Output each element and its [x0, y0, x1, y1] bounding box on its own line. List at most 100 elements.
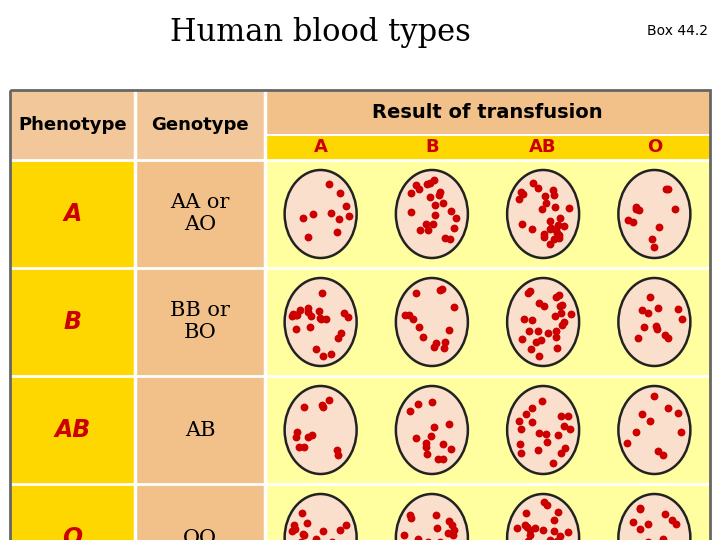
Point — [290, 325, 302, 333]
Point — [325, 209, 337, 218]
Point — [332, 334, 343, 343]
Point — [429, 211, 441, 220]
Point — [524, 286, 536, 295]
Point — [428, 176, 440, 185]
Text: AA or
AO: AA or AO — [171, 193, 230, 234]
Point — [657, 535, 668, 540]
Point — [450, 213, 462, 222]
Point — [410, 180, 422, 189]
Point — [297, 214, 309, 222]
Point — [652, 446, 664, 455]
Point — [517, 335, 528, 343]
Point — [526, 316, 538, 325]
Point — [317, 527, 328, 536]
Point — [554, 231, 565, 240]
Point — [533, 352, 544, 360]
Ellipse shape — [618, 494, 690, 540]
Point — [526, 418, 538, 427]
Bar — [265, 268, 710, 376]
Point — [428, 220, 439, 229]
Point — [523, 289, 534, 298]
Point — [642, 308, 654, 317]
Ellipse shape — [284, 170, 356, 258]
Ellipse shape — [284, 278, 356, 366]
Point — [446, 444, 457, 453]
Point — [343, 212, 355, 220]
Point — [437, 455, 449, 463]
Point — [545, 224, 557, 232]
Point — [298, 530, 310, 539]
Point — [423, 538, 434, 540]
Point — [444, 234, 456, 243]
Point — [550, 332, 562, 341]
Point — [425, 432, 436, 441]
Point — [405, 207, 417, 216]
Point — [432, 455, 444, 463]
Point — [536, 205, 547, 213]
Point — [418, 333, 429, 341]
Point — [315, 314, 326, 322]
Point — [420, 180, 432, 188]
Point — [539, 230, 550, 239]
Point — [647, 234, 658, 243]
Text: AB: AB — [529, 138, 557, 157]
Point — [338, 309, 350, 318]
Point — [449, 526, 460, 535]
Point — [627, 517, 639, 526]
Point — [538, 232, 549, 241]
Point — [439, 338, 451, 346]
Ellipse shape — [396, 170, 468, 258]
Point — [333, 450, 344, 459]
Ellipse shape — [396, 386, 468, 474]
Point — [554, 531, 565, 540]
Point — [444, 420, 455, 428]
Point — [548, 235, 559, 244]
Point — [526, 345, 537, 353]
Text: AB: AB — [55, 418, 91, 442]
Point — [631, 428, 642, 437]
Point — [323, 180, 335, 188]
Bar — [265, 376, 710, 484]
Point — [333, 214, 345, 223]
Point — [320, 315, 331, 323]
Bar — [10, 160, 135, 268]
Point — [403, 311, 415, 320]
Point — [642, 538, 654, 540]
Point — [327, 537, 338, 540]
Point — [331, 228, 343, 237]
Point — [634, 504, 645, 513]
Point — [660, 510, 671, 518]
Point — [526, 404, 538, 413]
Point — [535, 335, 546, 344]
Text: Result of transfusion: Result of transfusion — [372, 103, 603, 122]
Point — [433, 538, 445, 540]
Point — [446, 207, 457, 216]
Point — [426, 398, 438, 407]
Point — [307, 431, 318, 440]
Point — [289, 524, 301, 533]
Point — [425, 178, 436, 187]
Point — [438, 199, 449, 207]
Point — [316, 288, 328, 297]
Point — [422, 226, 433, 234]
Point — [316, 401, 328, 409]
Point — [331, 446, 343, 454]
Text: AB: AB — [185, 421, 215, 440]
Point — [654, 222, 665, 231]
Point — [660, 185, 672, 193]
Ellipse shape — [618, 386, 690, 474]
Point — [428, 423, 440, 431]
Bar — [265, 160, 710, 268]
Point — [672, 408, 683, 417]
Point — [523, 525, 535, 534]
Point — [559, 318, 570, 327]
Point — [428, 342, 439, 351]
Point — [414, 226, 426, 234]
Point — [289, 521, 300, 529]
Point — [342, 312, 354, 321]
Text: BB or
BO: BB or BO — [170, 301, 230, 342]
Point — [670, 205, 681, 214]
Point — [448, 302, 459, 311]
Point — [299, 403, 310, 411]
Point — [310, 345, 321, 354]
